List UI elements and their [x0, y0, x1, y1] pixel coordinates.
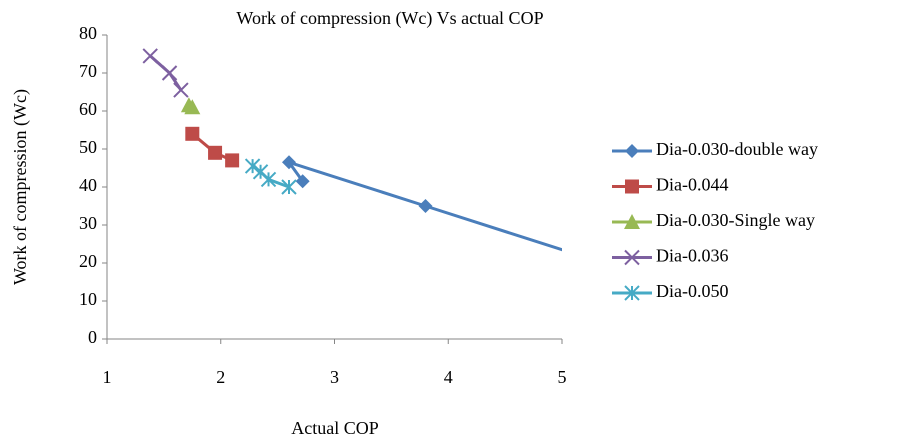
- legend-label: Dia-0.050: [656, 281, 728, 301]
- y-axis-label: Work of compression (Wc): [10, 89, 31, 285]
- legend-label: Dia-0.030-double way: [656, 139, 818, 159]
- x-tick-label: 1: [103, 367, 112, 387]
- chart-title: Work of compression (Wc) Vs actual COP: [236, 8, 543, 29]
- marker: [282, 155, 296, 170]
- x-tick-label: 2: [216, 367, 225, 387]
- marker: [624, 249, 640, 266]
- marker: [612, 261, 626, 275]
- marker: [624, 214, 640, 229]
- marker: [161, 65, 178, 81]
- plot-area: [142, 48, 626, 275]
- marker: [185, 126, 200, 141]
- legend-label: Dia-0.030-Single way: [656, 210, 815, 230]
- x-tick-label: 3: [330, 367, 339, 387]
- marker: [625, 179, 639, 194]
- marker: [625, 144, 639, 158]
- marker: [225, 153, 240, 168]
- marker: [295, 174, 310, 189]
- marker: [173, 82, 189, 98]
- marker: [624, 285, 640, 301]
- marker: [244, 158, 261, 174]
- marker: [418, 199, 433, 213]
- y-tick-label: 30: [79, 213, 97, 233]
- legend-label: Dia-0.044: [656, 175, 728, 195]
- x-tick-label: 4: [444, 367, 453, 387]
- marker: [260, 171, 277, 188]
- y-tick-label: 80: [79, 23, 97, 43]
- series-line: [285, 159, 562, 252]
- x-tick-label: 5: [558, 367, 567, 387]
- y-tick-label: 0: [88, 327, 97, 347]
- y-tick-label: 10: [79, 289, 97, 309]
- marker: [142, 48, 158, 64]
- y-tick-label: 50: [79, 137, 97, 157]
- marker: [281, 179, 297, 195]
- marker: [184, 99, 201, 115]
- marker: [208, 145, 223, 160]
- y-tick-label: 60: [79, 99, 97, 119]
- y-tick-label: 20: [79, 251, 97, 271]
- y-tick-label: 70: [79, 61, 97, 81]
- legend-label: Dia-0.036: [656, 246, 728, 266]
- x-axis-label: Actual COP: [291, 418, 379, 438]
- y-tick-label: 40: [79, 175, 97, 195]
